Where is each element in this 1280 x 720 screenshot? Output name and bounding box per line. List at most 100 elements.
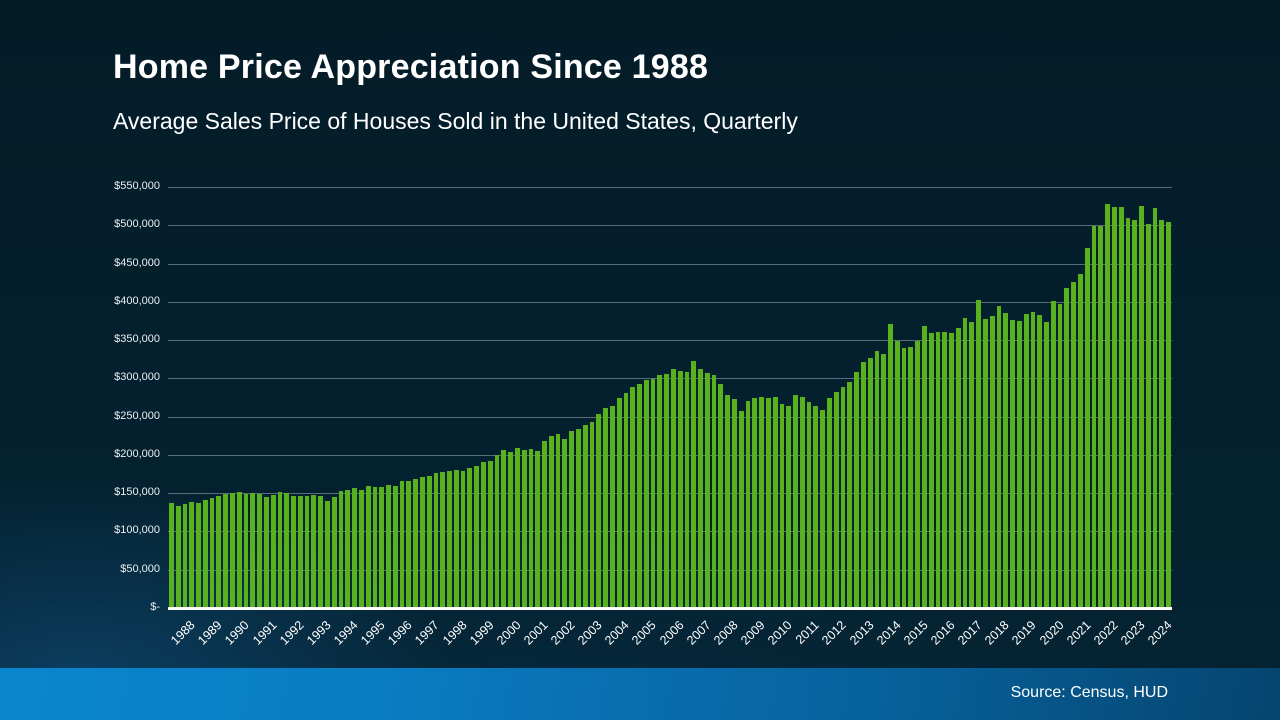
bar-quarter — [555, 434, 561, 607]
x-axis-label: 2010 — [765, 618, 795, 648]
x-axis-label: 2012 — [819, 618, 850, 648]
page-subtitle: Average Sales Price of Houses Sold in th… — [113, 108, 798, 134]
bar-quarter — [474, 466, 480, 607]
gridline — [168, 340, 1172, 342]
bar-quarter — [840, 386, 846, 607]
y-axis-label: $200,000 — [114, 447, 160, 460]
bar-quarter — [419, 477, 425, 607]
bar-quarter — [1037, 314, 1043, 607]
x-axis-label: 1996 — [385, 618, 415, 648]
x-axis-label: 2003 — [575, 618, 605, 648]
bar-quarter — [786, 405, 792, 607]
bar-quarter — [399, 481, 405, 607]
bar-quarter — [494, 454, 500, 607]
bar-quarter — [596, 414, 602, 607]
y-axis-label: $300,000 — [114, 371, 160, 384]
bar-quarter — [1050, 300, 1056, 607]
bar-quarter — [189, 501, 195, 607]
source-text: Source: Census, HUD — [1010, 684, 1168, 701]
x-axis-label: 1989 — [195, 618, 226, 648]
bar-quarter — [1145, 223, 1151, 607]
x-axis-label: 2022 — [1090, 618, 1121, 648]
bar-quarter — [1118, 207, 1124, 607]
y-axis-label: $250,000 — [114, 409, 160, 422]
x-axis-label: 1993 — [304, 618, 334, 648]
y-axis-label: $100,000 — [114, 524, 160, 537]
bar-quarter — [311, 494, 317, 607]
x-axis-label: 2009 — [738, 618, 768, 648]
gridline — [168, 301, 1172, 303]
bar-quarter — [582, 424, 588, 607]
bar-quarter — [453, 469, 459, 607]
bar-quarter — [976, 300, 982, 607]
bar-quarter — [413, 479, 418, 607]
x-axis-label: 2004 — [602, 618, 633, 648]
gridline — [168, 187, 1172, 188]
bar-quarter — [691, 360, 697, 607]
bar-quarter — [426, 475, 432, 607]
gridline — [168, 454, 1172, 456]
bar-quarter — [738, 411, 744, 607]
bar-quarter — [935, 332, 941, 607]
x-axis-label: 2001 — [521, 618, 551, 648]
bar-quarter — [372, 486, 378, 607]
y-axis-label: $350,000 — [114, 333, 160, 346]
gridline — [168, 531, 1172, 533]
x-axis-label: 1988 — [168, 618, 198, 648]
bar-quarter — [623, 393, 629, 607]
chart-plot-area — [168, 187, 1172, 610]
bar-quarter — [440, 472, 446, 607]
x-axis-label: 1998 — [439, 618, 470, 648]
bar-quarter — [379, 487, 385, 607]
bar-quarter — [704, 373, 710, 607]
bar-quarter — [955, 328, 961, 607]
bar-quarter — [1016, 320, 1022, 607]
bar-quarter — [793, 394, 798, 607]
bar-quarter — [318, 495, 324, 607]
y-axis-label: $500,000 — [114, 218, 160, 231]
x-axis-label: 2017 — [955, 618, 985, 648]
bar-quarter — [1010, 319, 1015, 607]
bar-quarter — [745, 400, 751, 607]
bar-quarter — [732, 399, 737, 607]
bar-quarter — [1091, 226, 1097, 607]
bar-quarter — [657, 374, 663, 607]
bar-quarter — [827, 398, 832, 607]
bar-quarter — [881, 354, 887, 607]
x-axis-label: 1992 — [276, 618, 307, 648]
bar-quarter — [1132, 220, 1138, 607]
bar-quarter — [182, 504, 188, 607]
x-axis-label: 2024 — [1145, 618, 1175, 648]
bar-quarter — [874, 350, 880, 607]
bar-quarter — [603, 407, 608, 607]
x-axis-label: 1991 — [249, 618, 280, 648]
bar-quarter — [406, 480, 412, 607]
bar-quarter — [1071, 282, 1077, 607]
bar-quarter — [1003, 312, 1009, 607]
x-axis-label: 1990 — [222, 618, 253, 648]
bar-quarter — [677, 370, 683, 607]
bar-quarter — [576, 429, 581, 607]
footer-bar: Source: Census, HUD — [0, 668, 1280, 720]
bar-quarter — [650, 378, 656, 607]
bar-quarter — [297, 495, 303, 607]
gridline — [168, 225, 1172, 227]
x-axis-label: 2023 — [1118, 618, 1148, 648]
bar-quarter — [331, 497, 337, 607]
bar-quarter — [1125, 218, 1131, 607]
bar-quarter — [175, 505, 181, 607]
bar-quarter — [352, 488, 357, 607]
bar-quarter — [894, 341, 900, 607]
bar-quarter — [365, 486, 371, 607]
x-axis-label: 2020 — [1036, 618, 1067, 648]
x-axis-label: 2007 — [683, 618, 714, 648]
bar-quarter — [216, 496, 222, 607]
bar-quarter — [358, 489, 364, 607]
x-axis-label: 2013 — [846, 618, 877, 648]
bar-quarter — [542, 441, 547, 607]
bar-quarter — [711, 374, 717, 607]
x-axis-label: 2015 — [900, 618, 931, 648]
bar-quarter — [243, 494, 249, 607]
bar-quarter — [867, 358, 873, 607]
